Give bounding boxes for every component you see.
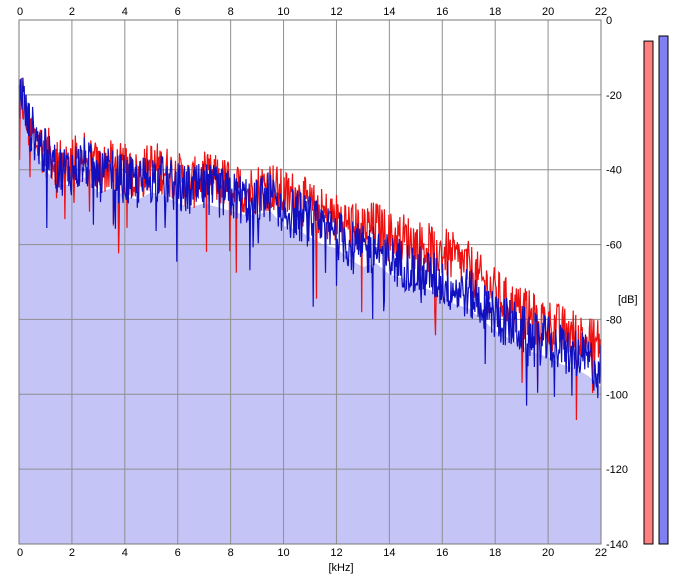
y-tick-label: -20 xyxy=(606,90,622,102)
x-tick-label-bottom: 20 xyxy=(542,547,554,559)
x-tick-label-top: 16 xyxy=(436,6,448,18)
channel-level-meters xyxy=(643,35,669,545)
x-tick-label-top: 8 xyxy=(228,6,234,18)
red-level-meter xyxy=(643,40,654,545)
x-tick-label-bottom: 2 xyxy=(69,547,75,559)
x-tick-label-top: 0 xyxy=(17,6,23,18)
x-tick-label-bottom: 12 xyxy=(330,547,342,559)
x-tick-labels-bottom: 0 2 4 6 8 10 12 14 16 18 20 22 xyxy=(17,547,607,559)
x-tick-label-top: 14 xyxy=(383,6,395,18)
x-tick-label-bottom: 18 xyxy=(489,547,501,559)
x-tick-label-bottom: 22 xyxy=(595,547,607,559)
plot-frame xyxy=(18,19,602,545)
x-tick-label-bottom: 0 xyxy=(17,547,23,559)
x-tick-label-bottom: 16 xyxy=(436,547,448,559)
blue-channel-spectrum xyxy=(18,77,602,406)
x-tick-label-bottom: 8 xyxy=(228,547,234,559)
y-tick-label: -80 xyxy=(606,314,622,326)
y-tick-label: -100 xyxy=(606,389,628,401)
y-tick-label: -120 xyxy=(606,464,628,476)
x-tick-label-top: 6 xyxy=(175,6,181,18)
x-tick-label-top: 20 xyxy=(542,6,554,18)
y-axis-label: [dB] xyxy=(618,294,638,306)
x-tick-label-bottom: 6 xyxy=(175,547,181,559)
y-tick-label: -60 xyxy=(606,240,622,252)
x-tick-labels-top: 0 2 4 6 8 10 12 14 16 18 20 22 xyxy=(17,6,607,18)
x-tick-label-top: 18 xyxy=(489,6,501,18)
x-tick-label-bottom: 14 xyxy=(383,547,395,559)
x-tick-label-top: 2 xyxy=(69,6,75,18)
blue-level-meter xyxy=(658,35,669,545)
x-tick-label-bottom: 10 xyxy=(277,547,289,559)
x-tick-label-top: 12 xyxy=(330,6,342,18)
x-tick-label-top: 22 xyxy=(595,6,607,18)
x-tick-label-top: 4 xyxy=(122,6,128,18)
y-tick-label: -140 xyxy=(606,539,628,551)
y-tick-labels: 0 -20 -40 -60 -80 -100 -120 -140 xyxy=(606,15,628,551)
x-axis-label: [kHz] xyxy=(328,562,353,574)
y-tick-label: -40 xyxy=(606,165,622,177)
x-tick-label-top: 10 xyxy=(277,6,289,18)
y-tick-label: 0 xyxy=(606,15,612,27)
x-tick-label-bottom: 4 xyxy=(122,547,128,559)
